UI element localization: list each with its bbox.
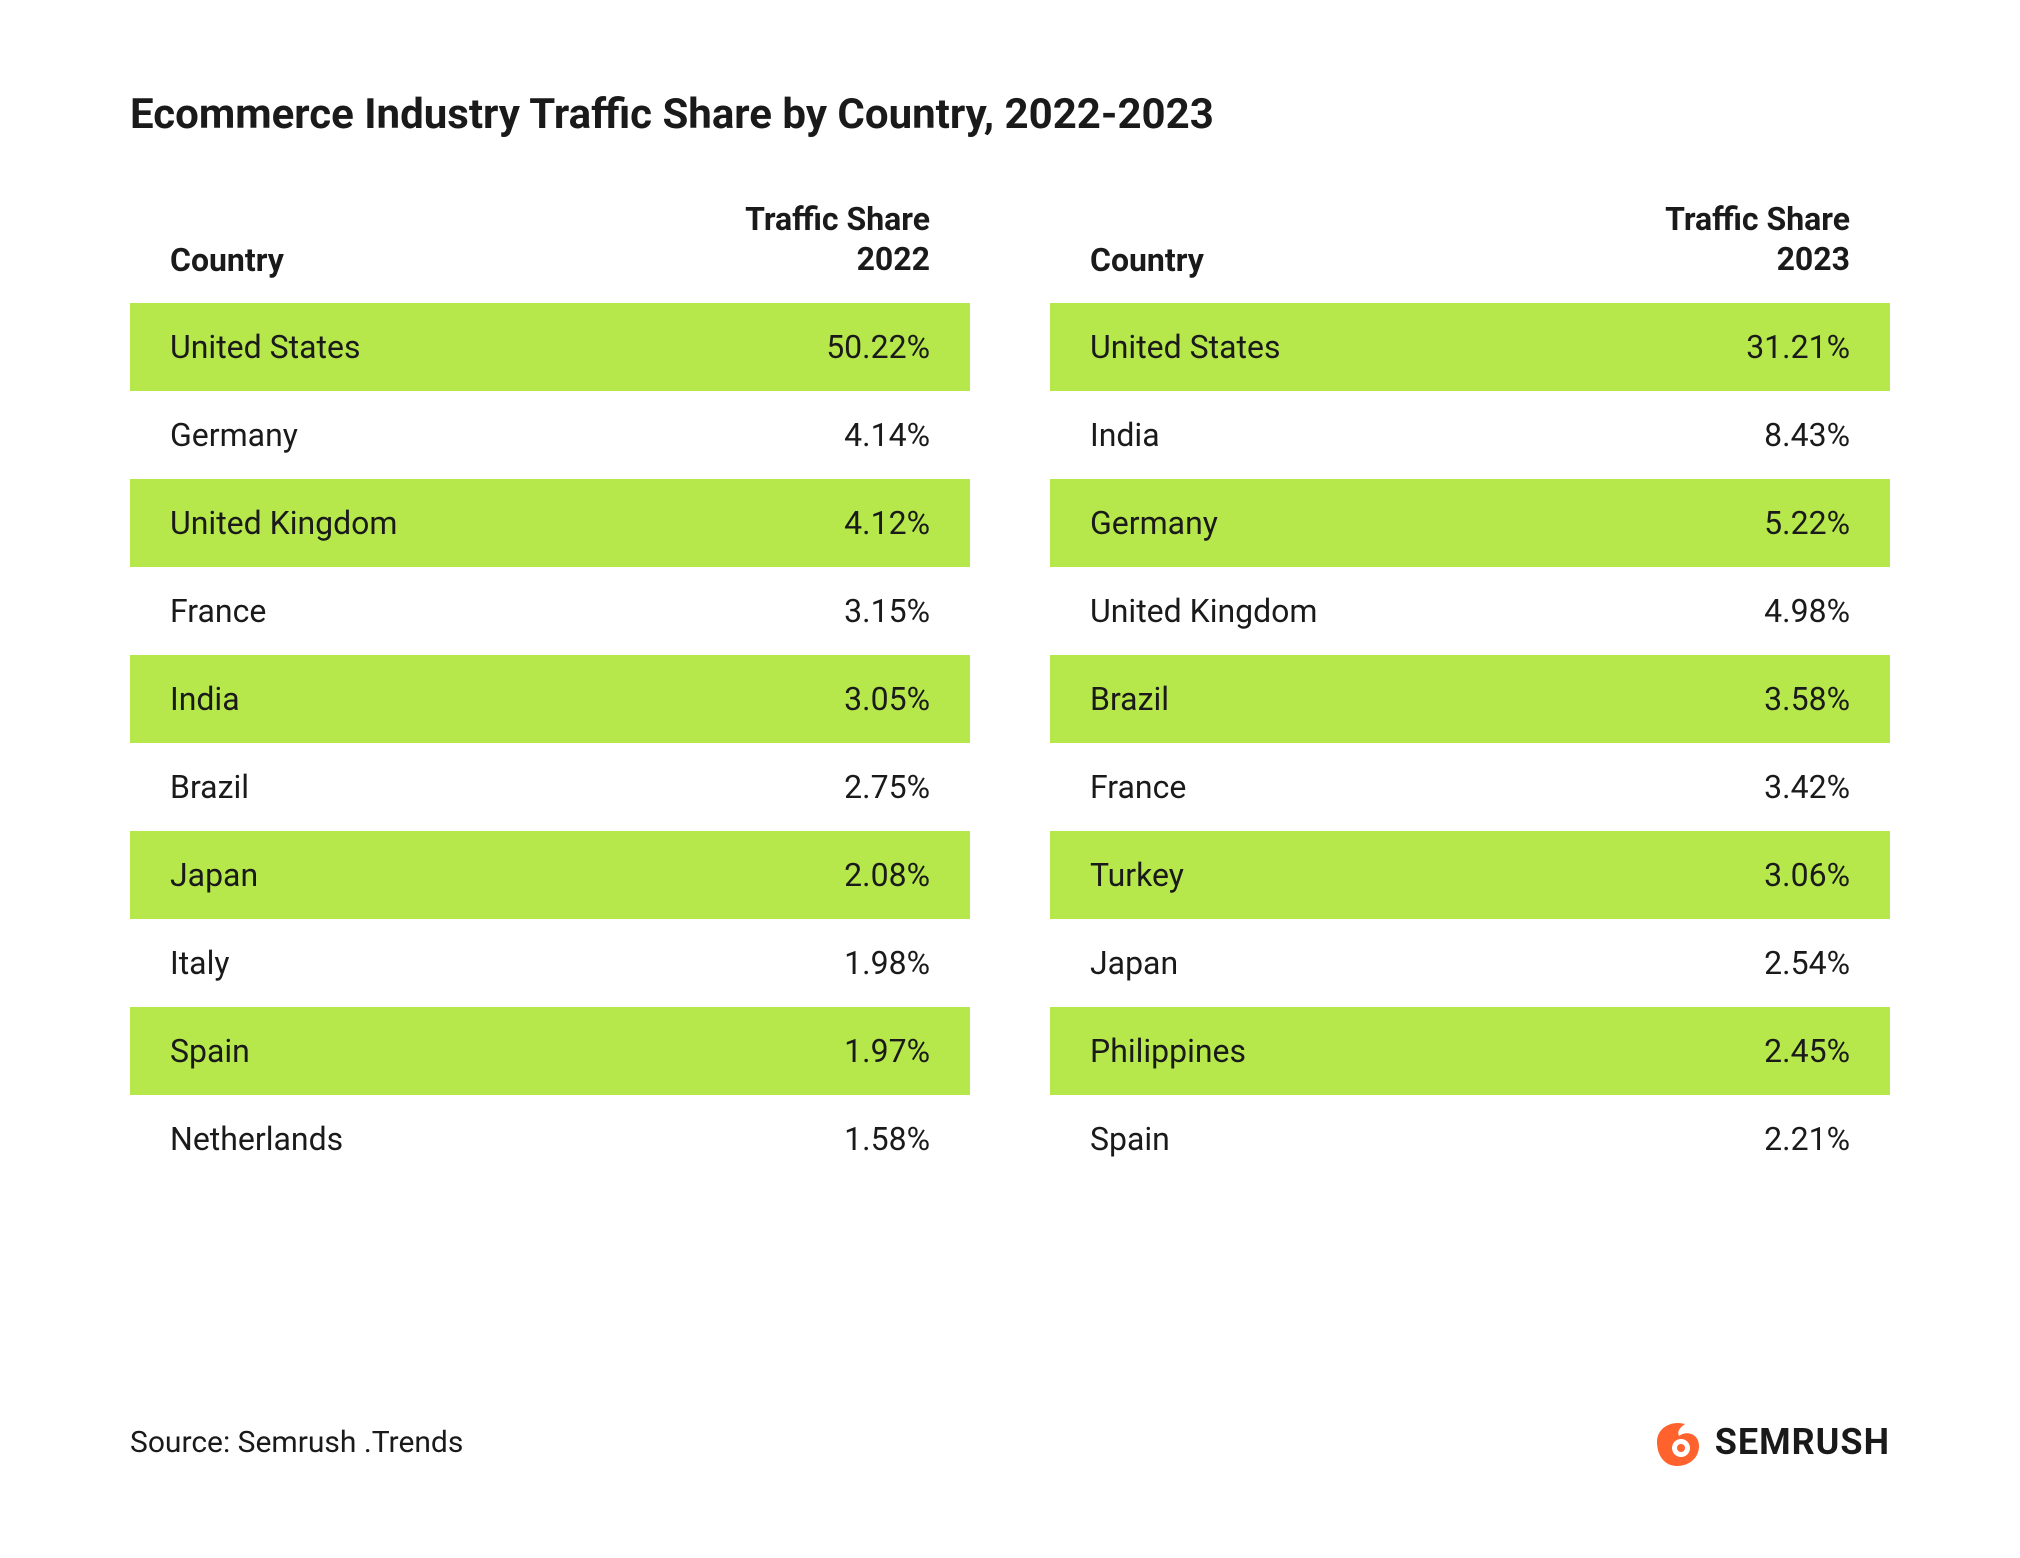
cell-country: Germany — [1090, 504, 1764, 542]
cell-country: France — [1090, 768, 1764, 806]
table-row: United States31.21% — [1050, 303, 1890, 391]
cell-value: 50.22% — [826, 328, 930, 366]
cell-value: 8.43% — [1764, 416, 1850, 454]
cell-value: 3.06% — [1764, 856, 1850, 894]
semrush-logo: SEMRUSH — [1651, 1416, 1890, 1468]
column-header-country: Country — [170, 241, 745, 279]
source-text: Source: Semrush .Trends — [130, 1425, 463, 1460]
table-row: Philippines2.45% — [1050, 1007, 1890, 1095]
cell-value: 31.21% — [1746, 328, 1850, 366]
semrush-logo-text: SEMRUSH — [1715, 1421, 1890, 1463]
cell-country: Brazil — [170, 768, 844, 806]
table-row: Brazil2.75% — [130, 743, 970, 831]
table-row: France3.42% — [1050, 743, 1890, 831]
cell-value: 2.21% — [1764, 1120, 1850, 1158]
cell-country: Philippines — [1090, 1032, 1764, 1070]
cell-country: United Kingdom — [1090, 592, 1764, 630]
cell-country: India — [1090, 416, 1764, 454]
cell-country: Spain — [170, 1032, 844, 1070]
cell-value: 3.05% — [844, 680, 930, 718]
table-row: Spain2.21% — [1050, 1095, 1890, 1183]
table-row: India3.05% — [130, 655, 970, 743]
column-header-share: Traffic Share 2022 — [745, 199, 930, 279]
cell-value: 1.97% — [844, 1032, 930, 1070]
footer: Source: Semrush .Trends SEMRUSH — [130, 1416, 1890, 1468]
cell-country: Turkey — [1090, 856, 1764, 894]
column-header-share: Traffic Share 2023 — [1665, 199, 1850, 279]
table-row: United Kingdom4.98% — [1050, 567, 1890, 655]
cell-country: Japan — [1090, 944, 1764, 982]
table-2022: Country Traffic Share 2022 United States… — [130, 199, 970, 1183]
cell-country: United States — [1090, 328, 1746, 366]
cell-value: 1.98% — [844, 944, 930, 982]
table-row: Turkey3.06% — [1050, 831, 1890, 919]
column-header-country: Country — [1090, 241, 1665, 279]
table-row: Netherlands1.58% — [130, 1095, 970, 1183]
semrush-fireball-icon — [1651, 1416, 1703, 1468]
cell-value: 4.14% — [844, 416, 930, 454]
table-row: United Kingdom4.12% — [130, 479, 970, 567]
cell-value: 2.45% — [1764, 1032, 1850, 1070]
table-header: Country Traffic Share 2023 — [1050, 199, 1890, 303]
page-title: Ecommerce Industry Traffic Share by Coun… — [130, 90, 1890, 139]
table-body: United States31.21%India8.43%Germany5.22… — [1050, 303, 1890, 1183]
cell-value: 2.75% — [844, 768, 930, 806]
table-row: Italy1.98% — [130, 919, 970, 1007]
cell-country: Brazil — [1090, 680, 1764, 718]
cell-country: Germany — [170, 416, 844, 454]
cell-value: 3.42% — [1764, 768, 1850, 806]
cell-country: Japan — [170, 856, 844, 894]
table-row: Germany5.22% — [1050, 479, 1890, 567]
cell-country: United Kingdom — [170, 504, 844, 542]
cell-value: 4.98% — [1764, 592, 1850, 630]
cell-country: India — [170, 680, 844, 718]
cell-value: 1.58% — [844, 1120, 930, 1158]
table-header: Country Traffic Share 2022 — [130, 199, 970, 303]
cell-value: 4.12% — [844, 504, 930, 542]
table-row: United States50.22% — [130, 303, 970, 391]
table-row: France3.15% — [130, 567, 970, 655]
table-row: Germany4.14% — [130, 391, 970, 479]
table-2023: Country Traffic Share 2023 United States… — [1050, 199, 1890, 1183]
table-row: Japan2.08% — [130, 831, 970, 919]
cell-country: United States — [170, 328, 826, 366]
cell-country: Italy — [170, 944, 844, 982]
table-body: United States50.22%Germany4.14%United Ki… — [130, 303, 970, 1183]
table-row: Spain1.97% — [130, 1007, 970, 1095]
cell-country: Netherlands — [170, 1120, 844, 1158]
cell-value: 5.22% — [1764, 504, 1850, 542]
table-row: Japan2.54% — [1050, 919, 1890, 1007]
cell-value: 2.54% — [1764, 944, 1850, 982]
cell-value: 2.08% — [844, 856, 930, 894]
table-row: Brazil3.58% — [1050, 655, 1890, 743]
table-row: India8.43% — [1050, 391, 1890, 479]
tables-container: Country Traffic Share 2022 United States… — [130, 199, 1890, 1183]
cell-country: France — [170, 592, 844, 630]
cell-value: 3.58% — [1764, 680, 1850, 718]
cell-value: 3.15% — [844, 592, 930, 630]
cell-country: Spain — [1090, 1120, 1764, 1158]
